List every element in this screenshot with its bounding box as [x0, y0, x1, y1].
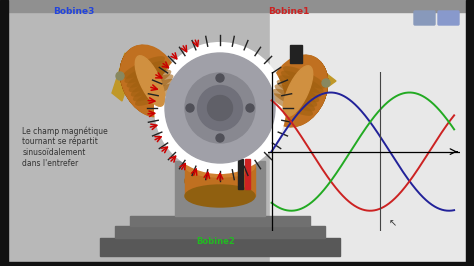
Bar — [115, 226, 325, 238]
Ellipse shape — [208, 95, 233, 120]
Ellipse shape — [268, 55, 328, 127]
Ellipse shape — [120, 47, 175, 115]
Text: sinusoïdalement: sinusoïdalement — [22, 148, 86, 157]
Ellipse shape — [122, 56, 165, 79]
Polygon shape — [270, 71, 336, 119]
Ellipse shape — [274, 84, 317, 107]
Ellipse shape — [185, 185, 255, 207]
Ellipse shape — [120, 45, 179, 117]
Ellipse shape — [198, 85, 243, 131]
Ellipse shape — [279, 75, 321, 98]
Ellipse shape — [273, 57, 328, 124]
Polygon shape — [165, 59, 190, 109]
Ellipse shape — [185, 166, 255, 196]
Bar — [238, 159, 243, 189]
Ellipse shape — [128, 70, 171, 92]
Circle shape — [216, 134, 224, 142]
Text: Le champ magnétique: Le champ magnétique — [22, 126, 108, 135]
Text: Bobine1: Bobine1 — [268, 7, 310, 16]
Bar — [270, 0, 474, 266]
Ellipse shape — [185, 73, 255, 143]
Bar — [290, 45, 302, 63]
Text: dans l'entrefer: dans l'entrefer — [22, 159, 79, 168]
Ellipse shape — [125, 61, 167, 83]
Text: Bobine3: Bobine3 — [53, 7, 94, 16]
Text: Bobine2: Bobine2 — [196, 237, 235, 246]
Bar — [100, 238, 340, 256]
Text: ↖: ↖ — [389, 218, 397, 228]
Ellipse shape — [120, 49, 173, 113]
Ellipse shape — [283, 66, 313, 116]
Ellipse shape — [277, 80, 319, 102]
Ellipse shape — [276, 59, 328, 123]
Ellipse shape — [185, 155, 255, 177]
Bar — [466, 0, 474, 266]
Ellipse shape — [273, 57, 328, 125]
Bar — [245, 159, 250, 189]
Polygon shape — [112, 53, 135, 101]
Ellipse shape — [120, 48, 174, 114]
Bar — [0, 0, 8, 266]
Circle shape — [186, 104, 194, 112]
Ellipse shape — [165, 53, 275, 163]
Bar — [185, 166, 255, 196]
Circle shape — [246, 104, 254, 112]
Ellipse shape — [269, 56, 328, 126]
Ellipse shape — [273, 89, 315, 111]
Ellipse shape — [270, 93, 313, 116]
Bar — [175, 161, 265, 216]
Bar — [130, 216, 310, 226]
Bar — [0, 0, 474, 12]
Ellipse shape — [272, 57, 328, 126]
Text: tournant se répartit: tournant se répartit — [22, 137, 98, 147]
Ellipse shape — [120, 47, 176, 115]
Ellipse shape — [135, 56, 165, 106]
Ellipse shape — [281, 71, 324, 93]
Ellipse shape — [120, 46, 178, 116]
Ellipse shape — [120, 48, 173, 114]
Ellipse shape — [131, 74, 173, 97]
Ellipse shape — [274, 58, 328, 124]
Ellipse shape — [127, 65, 169, 88]
Circle shape — [322, 79, 330, 87]
Bar — [0, 262, 474, 266]
FancyBboxPatch shape — [438, 11, 459, 25]
Ellipse shape — [133, 79, 175, 101]
FancyBboxPatch shape — [414, 11, 435, 25]
Ellipse shape — [120, 45, 180, 117]
Ellipse shape — [275, 59, 328, 123]
Ellipse shape — [135, 83, 178, 106]
Polygon shape — [258, 69, 313, 116]
Ellipse shape — [283, 66, 326, 89]
Ellipse shape — [271, 56, 328, 126]
Ellipse shape — [120, 49, 172, 113]
Circle shape — [216, 74, 224, 82]
Circle shape — [155, 43, 285, 173]
Circle shape — [116, 72, 124, 80]
